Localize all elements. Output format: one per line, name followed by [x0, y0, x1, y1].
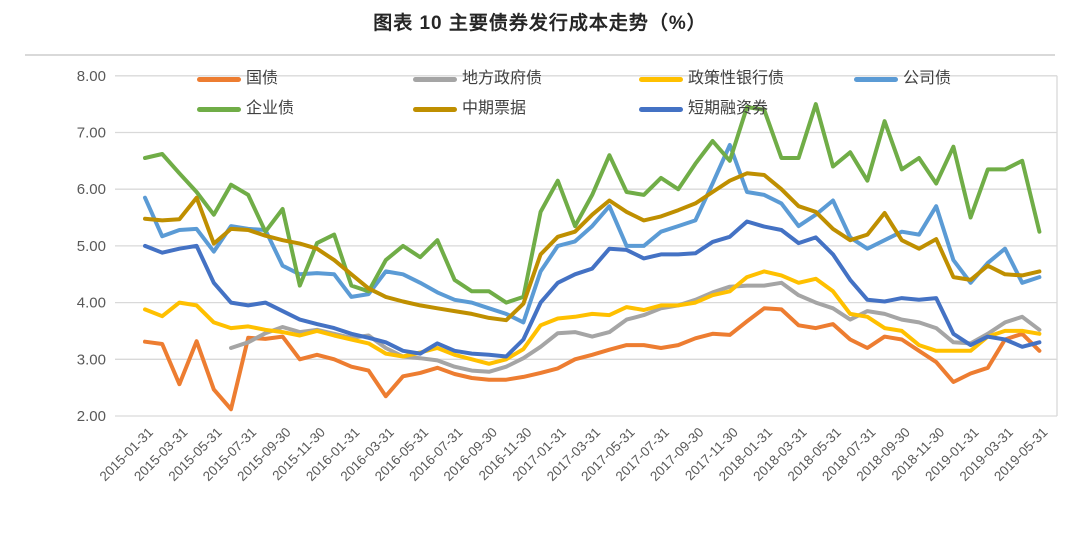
series-line-treasury-bond: [143, 306, 1042, 412]
y-axis-tick-label: 6.00: [77, 181, 106, 198]
series-line-short-term-financing-bill: [143, 219, 1042, 359]
y-axis-tick-label: 3.00: [77, 351, 106, 368]
chart-title: 图表 10 主要债券发行成本走势（%）: [373, 13, 707, 34]
series-line-policy-bank-bond: [143, 269, 1042, 366]
title-separator: [25, 54, 1055, 56]
series-line-enterprise-bond: [143, 102, 1042, 305]
y-axis-tick-label: 2.00: [77, 408, 106, 425]
y-axis-tick-label: 5.00: [77, 238, 106, 255]
series-line-medium-term-note: [143, 171, 1042, 323]
series-line-corporate-bond: [143, 143, 1042, 325]
y-axis-tick-label: 8.00: [77, 68, 106, 85]
y-axis-tick-label: 4.00: [77, 295, 106, 312]
y-axis-tick-label: 7.00: [77, 125, 106, 142]
